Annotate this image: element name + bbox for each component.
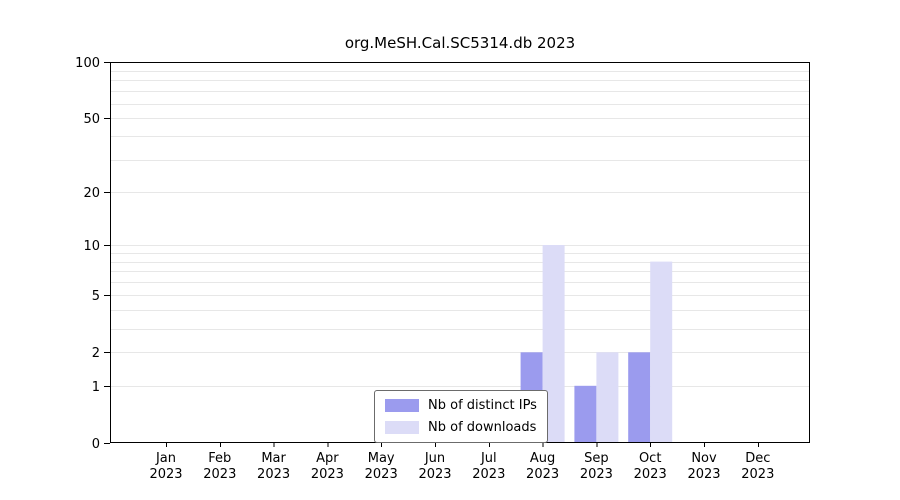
y-tick-label: 1 [92,380,100,395]
bar-distinct-ips-oct [628,352,651,443]
bar-distinct-ips-sep [574,385,597,443]
legend-item-downloads: Nb of downloads [385,420,537,435]
x-tick-label-month: May [368,451,395,466]
x-tick-label-month: Apr [316,451,339,466]
legend-swatch-downloads [385,421,419,434]
x-tick-label-month: Jun [424,451,445,466]
x-tick-label-month: Feb [208,451,231,466]
y-tick-label: 2 [92,346,100,361]
legend-label-distinct-ips: Nb of distinct IPs [428,398,537,413]
x-tick-label-month: Dec [745,451,770,466]
plot-frame [110,62,810,443]
x-tick-label-month: Jan [155,451,176,466]
bar-downloads-aug [542,245,565,443]
x-tick-label-year: 2023 [257,467,290,482]
x-tick-label-month: Oct [639,451,661,466]
x-tick-label-month: Sep [584,451,609,466]
x-tick-label-month: Jul [480,451,497,466]
x-tick-label-year: 2023 [203,467,236,482]
x-tick-label-year: 2023 [472,467,505,482]
x-tick-label-year: 2023 [687,467,720,482]
y-tick-label: 100 [75,56,100,71]
x-tick-label-year: 2023 [741,467,774,482]
chart-title: org.MeSH.Cal.SC5314.db 2023 [344,34,576,52]
x-tick-label-year: 2023 [418,467,451,482]
y-tick-label: 10 [83,239,100,254]
bar-downloads-oct [650,261,673,443]
legend-item-distinct-ips: Nb of distinct IPs [385,398,537,413]
y-tick-label: 0 [92,437,100,452]
x-tick-label-year: 2023 [526,467,559,482]
x-tick-label-year: 2023 [149,467,182,482]
y-tick-label: 50 [83,112,100,127]
x-tick-label-month: Nov [691,451,717,466]
legend-label-downloads: Nb of downloads [428,420,537,435]
y-tick-label: 20 [83,186,100,201]
x-tick-label-year: 2023 [311,467,344,482]
x-tick-label-year: 2023 [365,467,398,482]
x-tick-label-year: 2023 [580,467,613,482]
bar-downloads-sep [596,352,619,443]
y-tick-label: 5 [92,289,100,304]
legend-swatch-distinct-ips [385,399,419,412]
x-tick-label-month: Mar [261,451,286,466]
x-tick-label-month: Aug [530,451,555,466]
legend: Nb of distinct IPs Nb of downloads [374,390,548,443]
x-tick-label-year: 2023 [634,467,667,482]
